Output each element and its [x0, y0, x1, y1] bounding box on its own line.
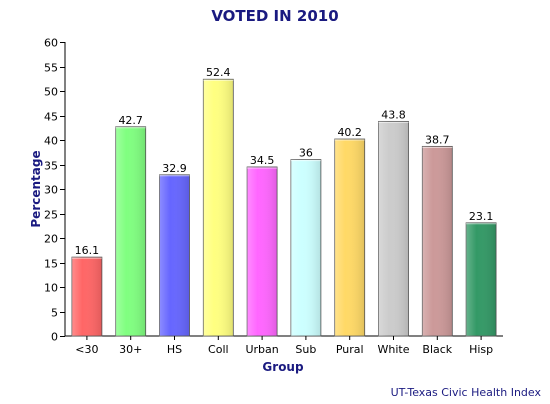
data-label: 23.1	[469, 210, 494, 223]
data-label: 16.1	[75, 244, 100, 257]
x-tick-label: Urban	[245, 343, 278, 356]
bar-shading	[159, 174, 190, 336]
y-tick-label: 40	[44, 135, 58, 148]
data-label: 36	[299, 147, 313, 160]
y-tick-label: 60	[44, 37, 58, 50]
x-tick-label: Pural	[336, 343, 364, 356]
y-tick-label: 0	[51, 331, 58, 344]
y-axis-label: Percentage	[29, 150, 43, 227]
x-tick-label: <30	[75, 343, 98, 356]
x-tick-label: Hisp	[469, 343, 493, 356]
x-tick-label: 30+	[119, 343, 142, 356]
plot-area: 0 5 10 15 20 25 30 35 40 45 50 55 60 16.1 <30 42.7 30+ 32…	[44, 37, 503, 356]
bar-shading	[334, 139, 365, 336]
bar-shading	[71, 257, 102, 336]
y-tick-label: 5	[51, 307, 58, 320]
data-label: 34.5	[250, 154, 275, 167]
y-tick-label: 20	[44, 233, 58, 246]
bar-shading	[203, 79, 234, 337]
bar-shading	[115, 126, 146, 337]
x-tick-label: Sub	[295, 343, 316, 356]
x-axis-label: Group	[262, 360, 304, 374]
data-label: 42.7	[118, 114, 143, 127]
bar-shading	[378, 121, 409, 336]
data-label: 38.7	[425, 133, 450, 146]
y-tick-label: 10	[44, 282, 58, 295]
y-tick-label: 25	[44, 209, 58, 222]
bar-shading	[247, 166, 278, 336]
chart-title: VOTED IN 2010	[211, 7, 338, 25]
bar-shading	[466, 222, 497, 336]
y-tick-label: 50	[44, 86, 58, 99]
y-tick-label: 35	[44, 160, 58, 173]
y-tick-label: 30	[44, 184, 58, 197]
data-label: 40.2	[337, 126, 362, 139]
x-tick-label: Coll	[208, 343, 229, 356]
data-label: 32.9	[162, 162, 187, 175]
y-tick-label: 55	[44, 62, 58, 75]
y-tick-label: 15	[44, 258, 58, 271]
bar-shading	[422, 146, 453, 336]
x-tick-label: Black	[422, 343, 452, 356]
x-tick-label: HS	[167, 343, 182, 356]
data-label: 52.4	[206, 66, 231, 79]
bar-shading	[290, 159, 321, 336]
y-tick-label: 45	[44, 111, 58, 124]
data-label: 43.8	[381, 108, 406, 121]
source-credit: UT-Texas Civic Health Index	[391, 386, 542, 399]
x-tick-label: White	[378, 343, 410, 356]
